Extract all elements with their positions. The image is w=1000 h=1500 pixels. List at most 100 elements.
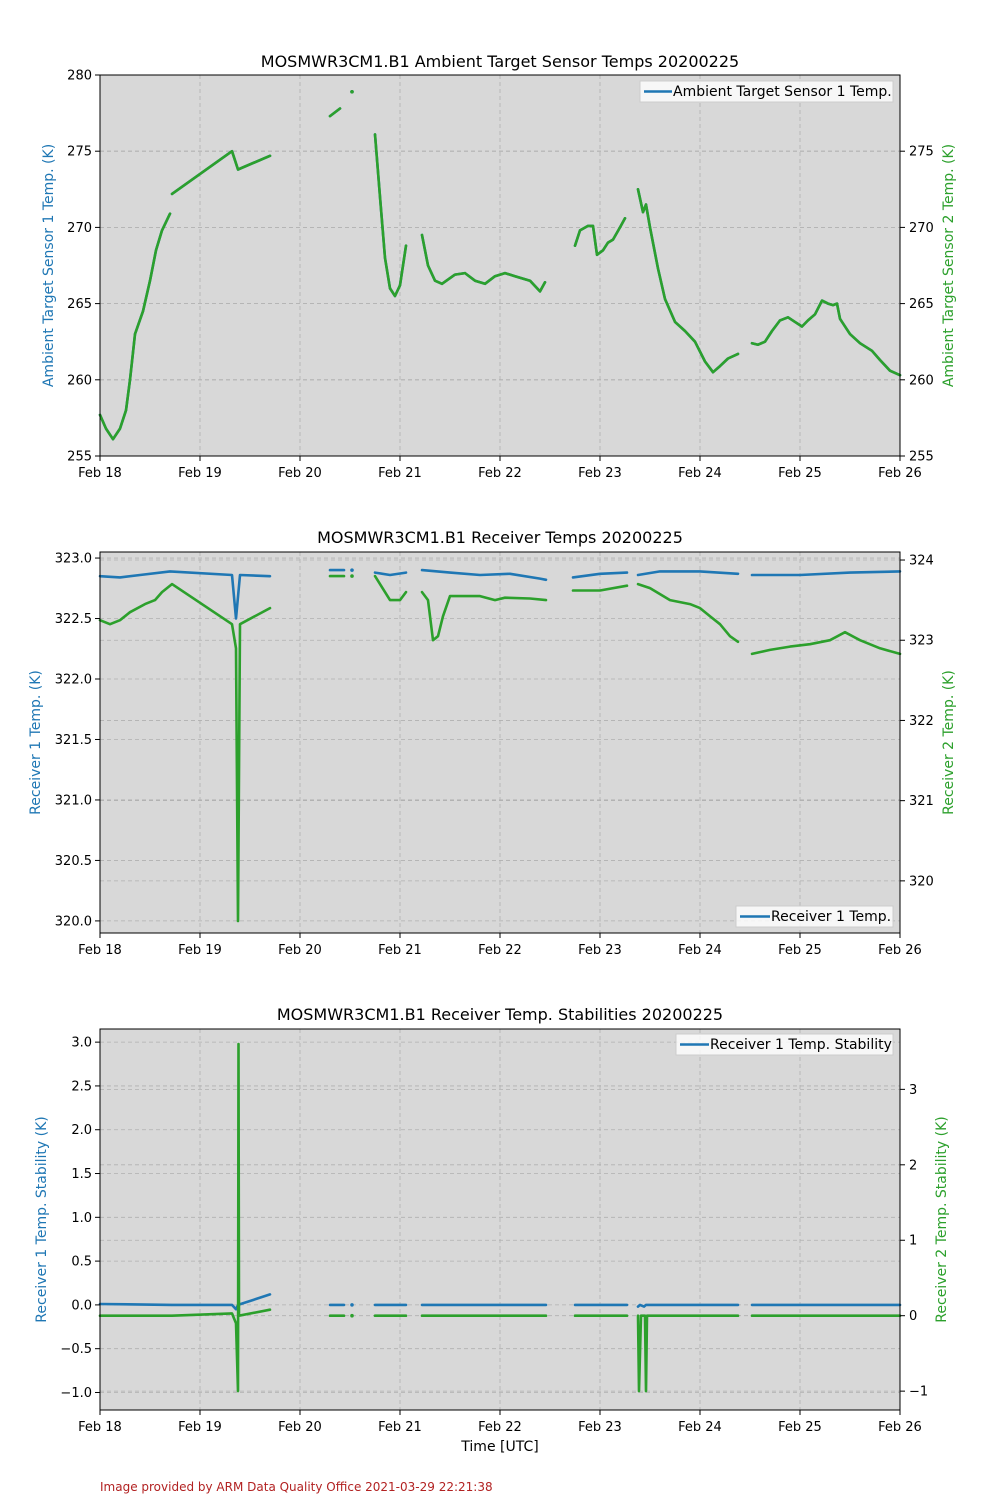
legend-box	[675, 1033, 894, 1056]
series-line-2	[98, 1042, 272, 1393]
y-tick-label-left: 322.0	[55, 673, 92, 688]
x-tick-label: Feb 24	[678, 1420, 722, 1435]
y-axis-label-left: Receiver 1 Temp. Stability (K)	[34, 1116, 50, 1322]
series-line-2	[98, 212, 172, 441]
series-line-2	[98, 582, 272, 923]
y-tick-label-left: 1.0	[71, 1211, 92, 1226]
x-tick-label: Feb 21	[378, 1420, 422, 1435]
series-line-1	[98, 570, 272, 620]
series-line-1	[571, 571, 629, 579]
x-tick-label: Feb 21	[378, 943, 422, 958]
series-line-1	[636, 570, 740, 577]
y-tick-label-left: 320.0	[55, 914, 92, 929]
series-line-2	[636, 1314, 740, 1393]
y-tick-label-left: 280	[67, 69, 92, 84]
y-tick-label-right: 323	[909, 634, 934, 649]
series-line-2	[373, 574, 408, 602]
y-tick-label-left: 323.0	[55, 552, 92, 567]
x-tick-label: Feb 24	[678, 943, 722, 958]
series-line-1	[420, 568, 548, 582]
y-tick-label-left: 0.0	[71, 1298, 92, 1313]
chart-panel-ambient-target-sensor-temps: Feb 18 Feb 19 Feb 20 Feb 21 Feb 22 Feb 23 Feb …	[41, 52, 957, 481]
chart-panel-receiver-temps: Feb 18 Feb 19 Feb 20 Feb 21 Feb 22 Feb 23 Feb …	[28, 528, 957, 958]
series-point	[350, 568, 354, 572]
y-tick-label-left: 270	[67, 221, 92, 236]
y-tick-label-left: −0.5	[60, 1342, 92, 1357]
x-tick-label: Feb 21	[378, 466, 422, 481]
x-tick-label: Feb 22	[478, 466, 522, 481]
y-tick-label-left: 321.5	[55, 733, 92, 748]
x-tick-label: Feb 20	[278, 1420, 322, 1435]
x-tick-label: Feb 25	[778, 1420, 822, 1435]
y-tick-label-left: 3.0	[71, 1036, 92, 1051]
y-tick-label-left: 2.5	[71, 1079, 92, 1094]
y-tick-label-left: 275	[67, 145, 92, 160]
y-tick-label-right: 321	[909, 794, 934, 809]
y-tick-label-right: 0	[909, 1309, 917, 1324]
y-tick-label-left: 320.5	[55, 854, 92, 869]
x-tick-label: Feb 19	[178, 1420, 222, 1435]
y-tick-label-left: 255	[67, 450, 92, 465]
legend: Receiver 1 Temp. Stability	[675, 1033, 894, 1056]
y-tick-label-right: 322	[909, 714, 934, 729]
series-line-2	[573, 217, 627, 257]
x-tick-label: Feb 18	[78, 1420, 122, 1435]
y-axis-label-right: Receiver 2 Temp. Stability (K)	[934, 1116, 950, 1322]
series-point	[350, 574, 354, 578]
y-tick-label-right: 260	[909, 373, 934, 388]
y-axis-label-right: Ambient Target Sensor 2 Temp. (K)	[941, 144, 957, 387]
y-tick-label-left: 260	[67, 373, 92, 388]
y-tick-label-right: 320	[909, 874, 934, 889]
axes: Feb 18 Feb 19 Feb 20 Feb 21 Feb 22 Feb 23 Feb …	[55, 552, 934, 958]
x-tick-label: Feb 20	[278, 943, 322, 958]
series-point	[350, 1313, 354, 1318]
series-point	[350, 1303, 354, 1307]
axes: Feb 18 Feb 19 Feb 20 Feb 21 Feb 22 Feb 23 Feb …	[60, 1036, 928, 1435]
y-tick-label-right: 275	[909, 145, 934, 160]
gridlines	[99, 1029, 901, 1410]
series-line-2	[750, 299, 902, 377]
x-tick-label: Feb 23	[578, 466, 622, 481]
y-tick-label-right: 3	[909, 1083, 917, 1098]
y-tick-label-left: −1.0	[60, 1386, 92, 1401]
y-tick-label-right: 324	[909, 554, 934, 569]
y-tick-label-left: 322.5	[55, 612, 92, 627]
legend: Ambient Target Sensor 1 Temp.	[639, 80, 894, 103]
series-line-2	[420, 590, 548, 642]
series-line-1	[750, 570, 902, 577]
y-tick-label-left: 2.0	[71, 1123, 92, 1138]
legend: Receiver 1 Temp.	[735, 905, 894, 928]
x-tick-label: Feb 23	[578, 943, 622, 958]
series-line-1	[373, 571, 408, 577]
x-tick-label: Feb 26	[878, 466, 922, 481]
footer-credit: Image provided by ARM Data Quality Offic…	[100, 1480, 493, 1494]
chart-title: MOSMWR3CM1.B1 Ambient Target Sensor Temp…	[261, 52, 739, 71]
y-axis-label-right: Receiver 2 Temp. (K)	[941, 670, 957, 815]
x-tick-label: Feb 25	[778, 466, 822, 481]
axes: Feb 18 Feb 19 Feb 20 Feb 21 Feb 22 Feb 23 Feb …	[67, 69, 934, 482]
y-tick-label-right: 1	[909, 1234, 917, 1249]
y-axis-label-left: Ambient Target Sensor 1 Temp. (K)	[41, 144, 57, 387]
x-tick-label: Feb 19	[178, 466, 222, 481]
y-tick-label-left: 265	[67, 297, 92, 312]
series-layer	[98, 568, 902, 923]
chart-title: MOSMWR3CM1.B1 Receiver Temps 20200225	[317, 528, 683, 547]
y-tick-label-right: 2	[909, 1158, 917, 1173]
legend-box	[735, 905, 894, 928]
y-tick-label-right: 270	[909, 221, 934, 236]
legend-entry: Receiver 1 Temp. Stability	[710, 1037, 892, 1053]
legend-box	[639, 80, 894, 103]
x-tick-label: Feb 20	[278, 466, 322, 481]
y-tick-label-right: 255	[909, 450, 934, 465]
series-line-2	[750, 630, 902, 656]
chart-panel-receiver-temp-stabilities: Feb 18 Feb 19 Feb 20 Feb 21 Feb 22 Feb 23 Feb …	[34, 1005, 950, 1455]
y-tick-label-left: 321.0	[55, 793, 92, 808]
series-line-2	[636, 188, 740, 374]
x-tick-label: Feb 22	[478, 1420, 522, 1435]
y-tick-label-right: 265	[909, 297, 934, 312]
series-line-1	[98, 1293, 272, 1311]
x-axis-label: Time [UTC]	[460, 1439, 538, 1455]
series-line-2	[170, 149, 272, 196]
series-layer	[98, 1042, 902, 1393]
series-line-2	[420, 233, 547, 293]
